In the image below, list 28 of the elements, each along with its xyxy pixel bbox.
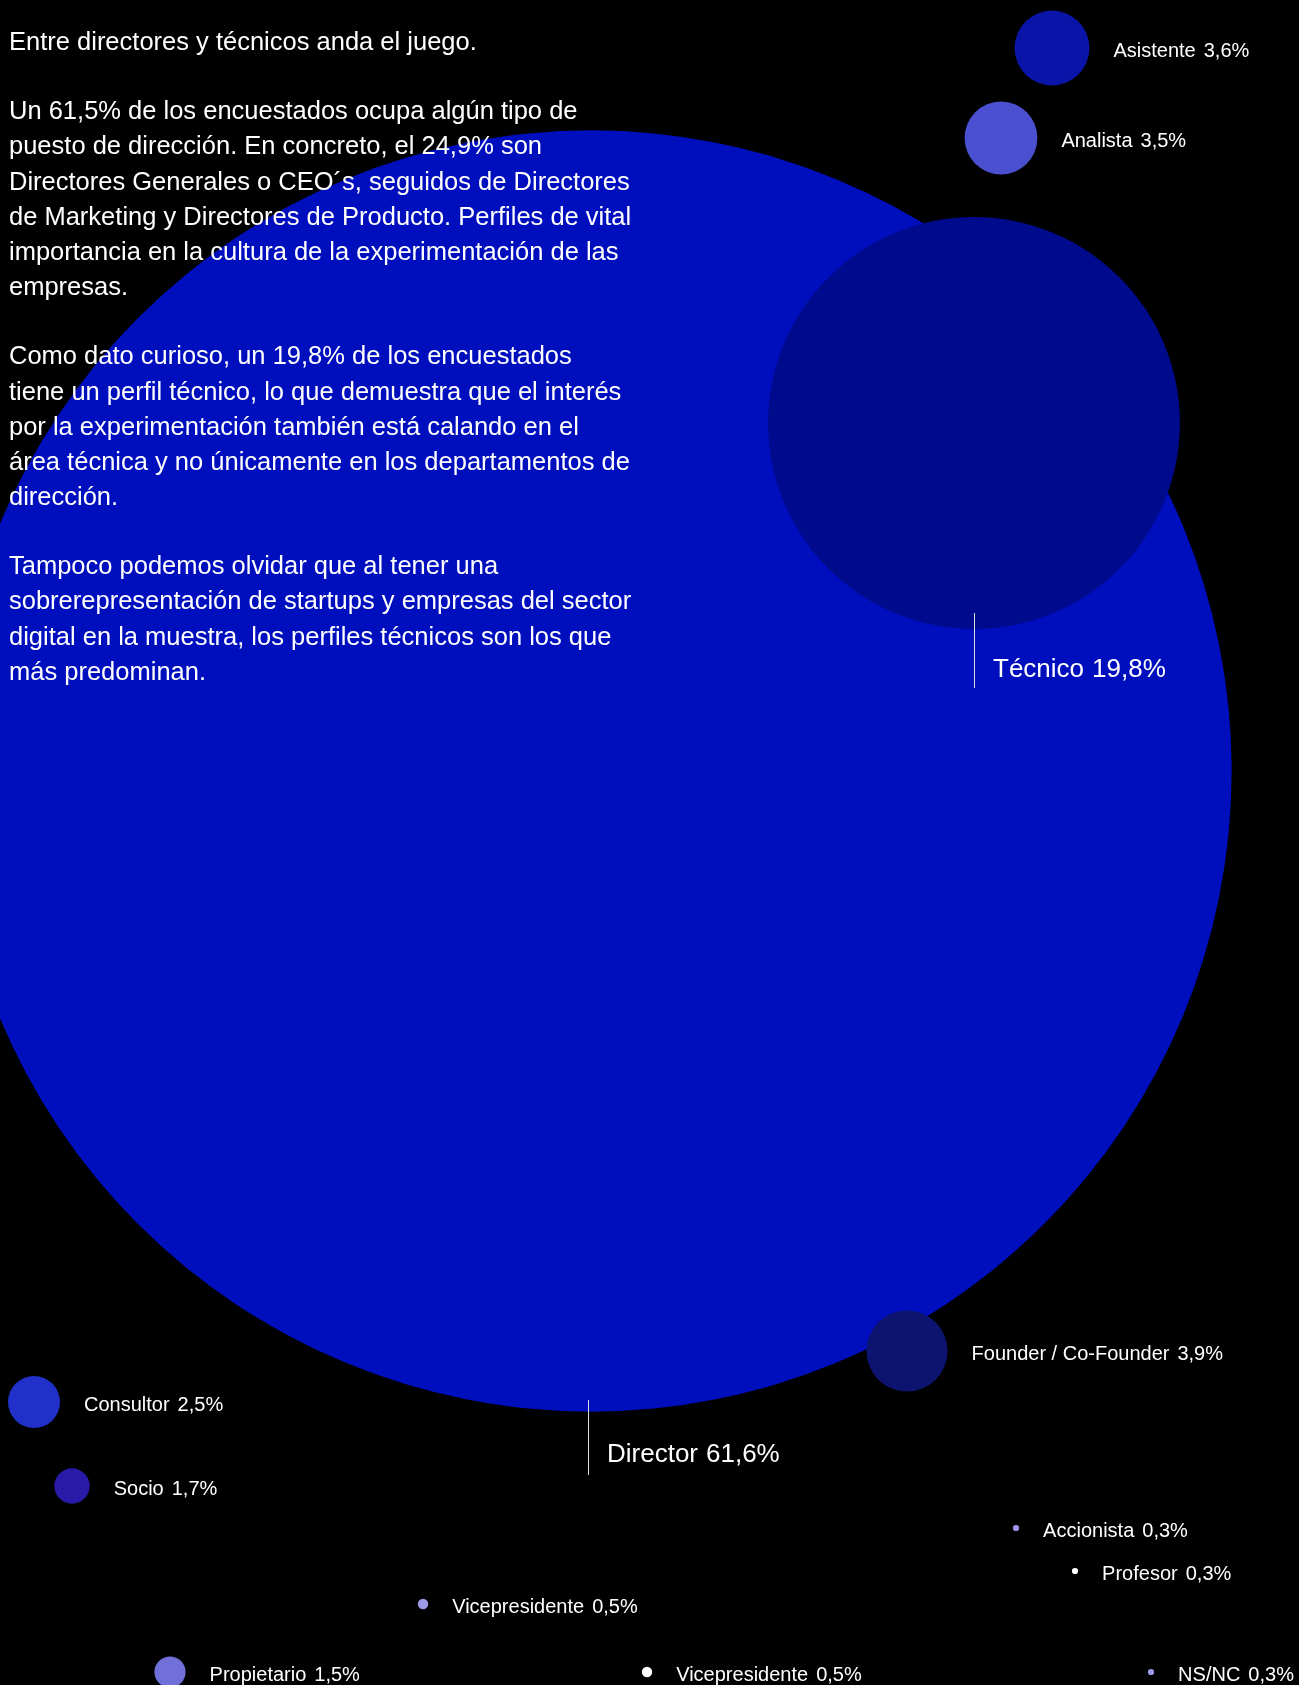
data-label: 0,3% [1248,1663,1294,1685]
category-label: Founder / Co-Founder [971,1342,1170,1364]
category-label: Profesor [1102,1562,1178,1584]
category-label: Vicepresidente [452,1595,585,1617]
category-label: Propietario [209,1663,307,1685]
text: Tampoco podemos olvidar que al tener una sobrerepresentación de startups y empresas del sector digital en la muestra, los perfiles técnicos son los que más predominan. [9,550,633,687]
data-label: 3,5% [1140,129,1187,151]
category-label: Técnico [993,653,1085,683]
data-label: 2,5% [177,1393,224,1415]
category-label: Asistente [1113,39,1196,61]
text: Entre directores y técnicos anda el juego. [9,26,478,57]
category-label: Director [607,1438,699,1468]
data-label: 3,6% [1203,39,1250,61]
category-label: Analista [1061,129,1133,151]
category-label: NS/NC [1178,1663,1241,1685]
data-label: 61,6% [706,1438,780,1468]
category-label: Consultor [84,1393,170,1415]
data-label: 0,3% [1142,1519,1188,1541]
category-label: Socio [113,1477,164,1499]
category-label: Accionista [1043,1519,1135,1541]
data-label: 1,5% [314,1663,360,1685]
category-label: Vicepresidente [676,1663,809,1685]
data-label: 1,7% [171,1477,218,1499]
data-label: 0,5% [592,1595,638,1617]
data-label: 19,8% [1092,653,1166,683]
data-label: 3,9% [1177,1342,1224,1364]
data-label: 0,5% [816,1663,862,1685]
data-label: 0,3% [1185,1562,1232,1584]
